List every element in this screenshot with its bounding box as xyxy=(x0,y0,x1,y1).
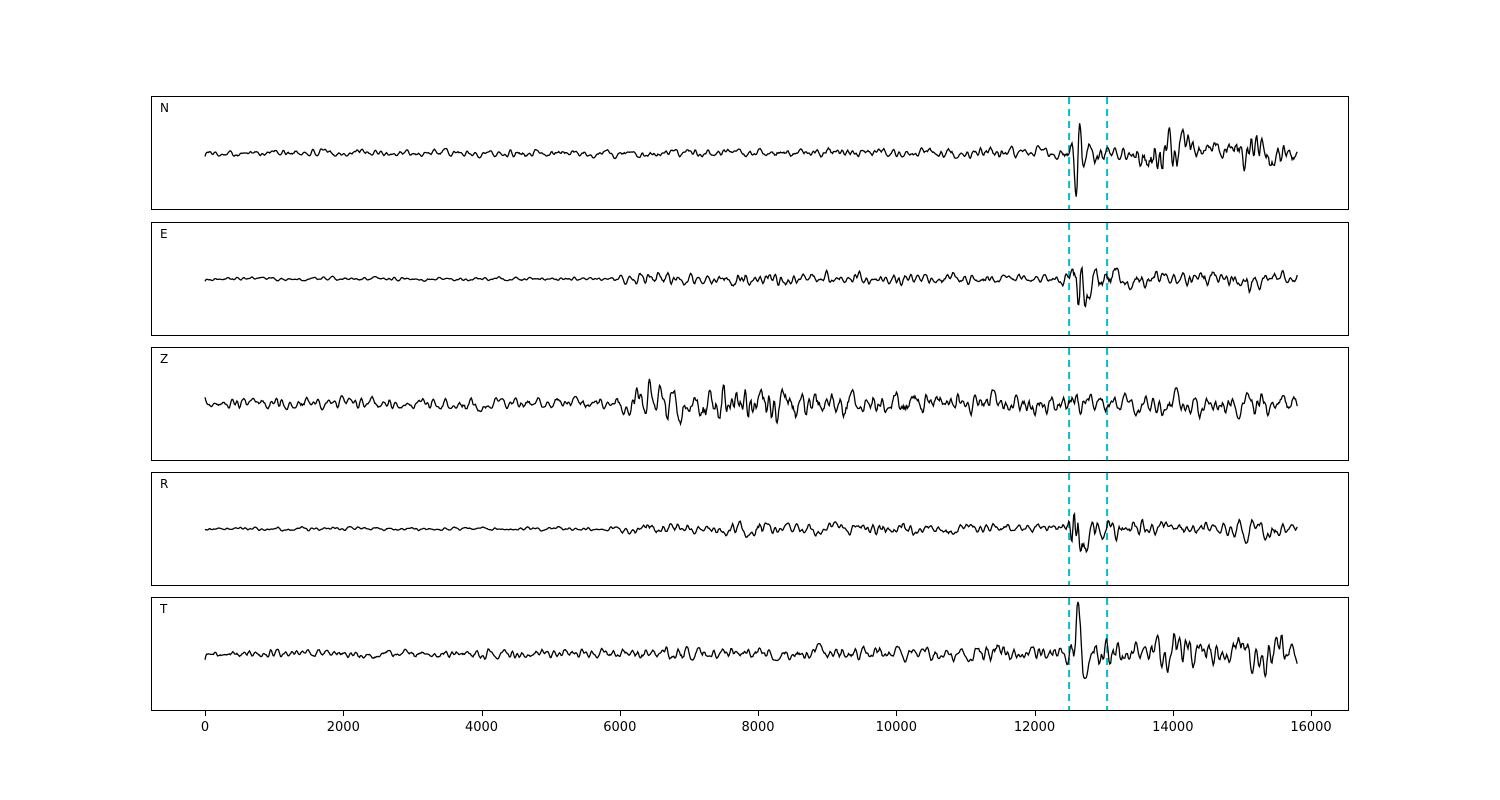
waveform-trace xyxy=(204,511,1298,554)
x-tick-mark xyxy=(343,711,345,716)
x-tick-label: 14000 xyxy=(1152,720,1194,735)
x-tick-mark xyxy=(205,711,206,716)
waveform-trace xyxy=(204,265,1298,308)
x-tick-label: 0 xyxy=(200,720,210,735)
x-axis: 0 2000 4000 6000 8000 10000 12000 14000 16000 xyxy=(0,711,1500,751)
x-tick-label: 10000 xyxy=(875,720,917,735)
waveform-panel-r: R xyxy=(151,472,1349,586)
waveform-panel-t: T xyxy=(151,597,1349,711)
x-tick-mark xyxy=(758,711,759,716)
waveform-plot xyxy=(204,223,1298,335)
x-tick-label: 16000 xyxy=(1290,720,1332,735)
x-tick-mark xyxy=(619,711,621,716)
x-tick-label: 4000 xyxy=(464,720,499,735)
waveform-panel-z: Z xyxy=(151,347,1349,461)
waveform-panel-n: N xyxy=(151,96,1349,210)
waveform-plot xyxy=(204,473,1298,585)
panel-label: N xyxy=(160,101,169,115)
x-tick-label: 2000 xyxy=(326,720,360,735)
waveform-trace xyxy=(204,123,1298,197)
waveform-plot xyxy=(204,97,1298,209)
x-tick-mark xyxy=(1034,711,1036,716)
panel-label: Z xyxy=(160,352,169,366)
panel-label: R xyxy=(160,477,169,491)
waveform-panel-e: E xyxy=(151,222,1349,336)
waveform-trace xyxy=(204,378,1298,427)
waveform-trace xyxy=(204,601,1298,680)
panel-label: E xyxy=(160,227,168,241)
x-tick-mark xyxy=(481,711,483,716)
x-tick-mark xyxy=(896,711,898,716)
x-tick-label: 12000 xyxy=(1013,720,1056,735)
x-tick-mark xyxy=(1311,711,1312,716)
waveform-plot xyxy=(204,348,1298,460)
x-tick-label: 8000 xyxy=(741,720,775,735)
x-tick-label: 6000 xyxy=(603,720,637,735)
x-tick-mark xyxy=(1172,711,1174,716)
panel-label: T xyxy=(160,602,168,616)
waveform-plot xyxy=(204,598,1298,710)
